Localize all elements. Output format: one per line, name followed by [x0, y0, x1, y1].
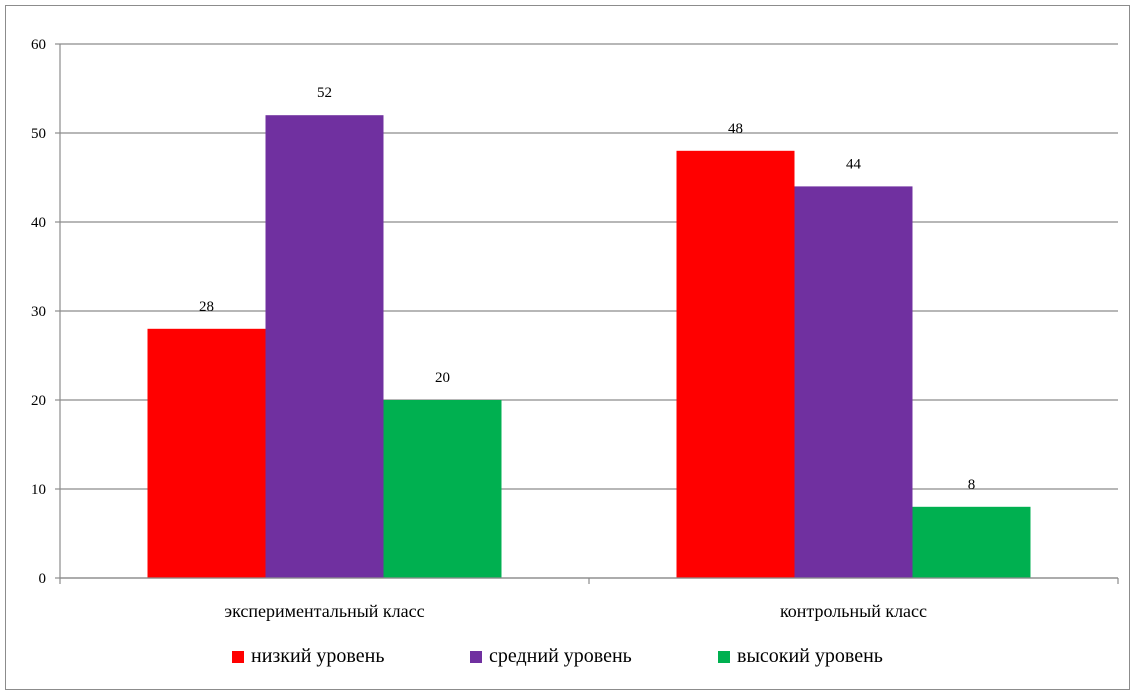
- legend-swatch: [470, 651, 482, 663]
- data-labels: 28 52 20 48 44 8: [199, 85, 975, 493]
- y-tick-label: 40: [31, 215, 46, 231]
- bar: [147, 328, 266, 578]
- axes: 0 10 20 30 40 50 60 экспериментальный класс конт…: [31, 37, 1119, 621]
- bar-data-label: 52: [317, 85, 332, 101]
- y-tick-label: 10: [31, 482, 46, 498]
- legend-label: низкий уровень: [251, 645, 384, 667]
- legend-swatch: [718, 651, 730, 663]
- y-tick-label: 30: [31, 304, 46, 320]
- bar: [912, 506, 1031, 578]
- bars: [147, 115, 1031, 579]
- legend-swatch: [232, 651, 244, 663]
- bar-data-label: 48: [728, 121, 743, 137]
- legend-label: высокий уровень: [737, 645, 883, 667]
- category-label: контрольный класс: [780, 601, 927, 621]
- bar-data-label: 20: [435, 370, 450, 386]
- category-label: экспериментальный класс: [224, 601, 424, 621]
- y-tick-label: 50: [31, 126, 46, 142]
- legend-label: средний уровень: [489, 645, 632, 667]
- bar-data-label: 8: [968, 477, 976, 493]
- bar: [676, 150, 795, 579]
- y-tick-label: 60: [31, 37, 46, 53]
- y-tick-label: 20: [31, 393, 46, 409]
- legend: низкий уровень средний уровень высокий уро…: [232, 645, 883, 667]
- y-tick-label: 0: [39, 571, 47, 587]
- bar-data-label: 28: [199, 299, 214, 315]
- bar: [265, 115, 384, 578]
- bar: [794, 186, 913, 578]
- bar-data-label: 44: [846, 156, 862, 172]
- bar: [383, 400, 502, 578]
